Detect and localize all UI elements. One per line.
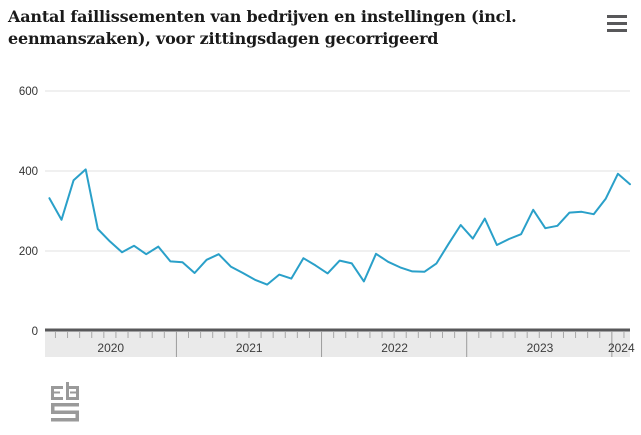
x-axis-label-2023: 2023 [527,341,554,355]
cbs-logo [51,382,79,422]
x-axis-label-2024: 2024 [608,341,635,355]
x-axis-label-2020: 2020 [97,341,124,355]
bankruptcy-line-chart: 0 200 400 600 2020 2021 2022 2023 2024 [19,86,635,357]
y-axis-label-200: 200 [19,246,38,258]
x-axis-label-2022: 2022 [381,341,408,355]
x-axis-band[interactable] [45,331,630,357]
x-axis-line [45,328,630,332]
y-axis-label-600: 600 [19,86,38,98]
chart-menu-button[interactable] [607,15,627,32]
bankruptcies-series-line [48,168,631,286]
hamburger-icon [607,15,627,18]
chart-title: Aantal faillissementen van bedrijven en … [8,7,517,49]
hamburger-icon [607,29,627,32]
y-axis-label-0: 0 [32,326,38,338]
x-axis-label-2021: 2021 [236,341,263,355]
hamburger-icon [607,22,627,25]
y-axis-label-400: 400 [19,166,38,178]
